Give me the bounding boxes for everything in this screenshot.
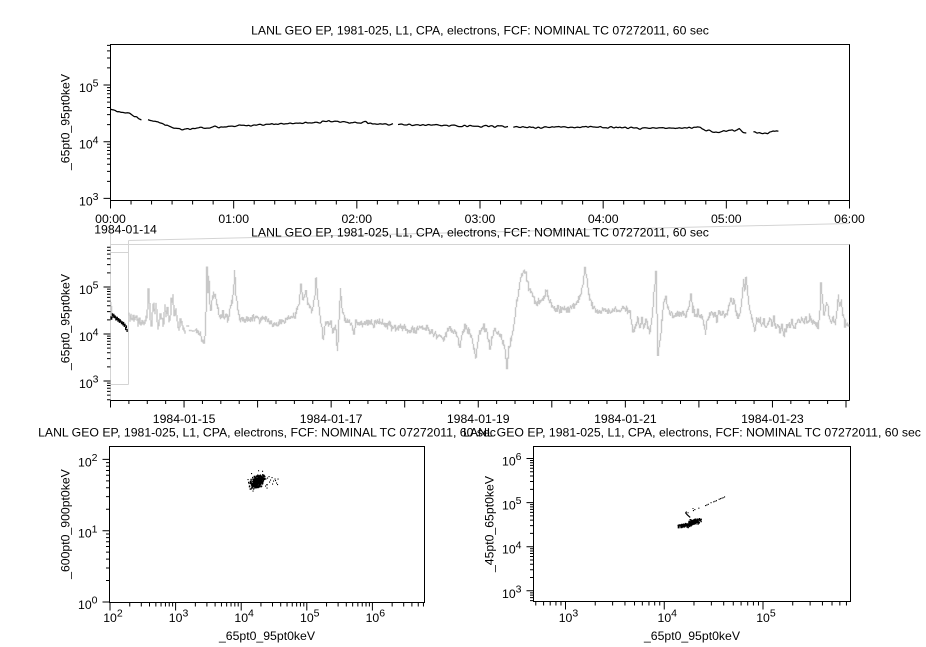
svg-text:LANL GEO EP, 1981-025, L1, CPA: LANL GEO EP, 1981-025, L1, CPA, electron…	[38, 426, 496, 440]
svg-text:_45pt0_65pt0keV: _45pt0_65pt0keV	[483, 475, 497, 573]
svg-text:01:00: 01:00	[218, 212, 249, 226]
svg-text:LANL GEO EP, 1981-025, L1, CPA: LANL GEO EP, 1981-025, L1, CPA, electron…	[251, 24, 709, 38]
svg-text:05:00: 05:00	[711, 212, 742, 226]
svg-text:1984-01-17: 1984-01-17	[300, 412, 363, 426]
svg-text:_65pt0_95pt0keV: _65pt0_95pt0keV	[643, 629, 741, 643]
svg-text:00:00: 00:00	[95, 212, 126, 226]
svg-text:1984-01-15: 1984-01-15	[153, 412, 216, 426]
svg-text:_65pt0_95pt0keV: _65pt0_95pt0keV	[59, 73, 73, 171]
svg-text:02:00: 02:00	[341, 212, 372, 226]
svg-text:_600pt0_900pt0keV: _600pt0_900pt0keV	[59, 468, 73, 579]
svg-text:1984-01-21: 1984-01-21	[594, 412, 657, 426]
svg-text:1984-01-19: 1984-01-19	[447, 412, 510, 426]
svg-text:06:00: 06:00	[834, 212, 865, 226]
svg-text:LANL GEO EP, 1981-025, L1, CPA: LANL GEO EP, 1981-025, L1, CPA, electron…	[251, 226, 709, 240]
svg-text:04:00: 04:00	[588, 212, 619, 226]
svg-text:1984-01-23: 1984-01-23	[741, 412, 804, 426]
svg-text:03:00: 03:00	[465, 212, 496, 226]
svg-text:_65pt0_95pt0keV: _65pt0_95pt0keV	[218, 629, 316, 643]
svg-text:1984-01-14: 1984-01-14	[94, 222, 157, 236]
svg-text:LANL GEO EP, 1981-025, L1, CPA: LANL GEO EP, 1981-025, L1, CPA, electron…	[463, 426, 921, 440]
svg-text:_65pt0_95pt0keV: _65pt0_95pt0keV	[59, 273, 73, 371]
